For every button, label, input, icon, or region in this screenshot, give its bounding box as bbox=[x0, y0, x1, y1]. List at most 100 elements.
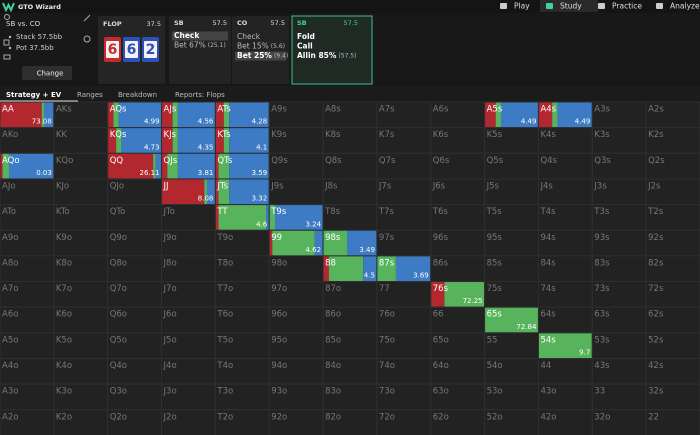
hand-cell[interactable] bbox=[645, 255, 700, 283]
hand-label[interactable]: K9o bbox=[56, 233, 72, 243]
hand-label[interactable]: 62o bbox=[433, 412, 449, 422]
icon-game[interactable] bbox=[3, 54, 11, 60]
hand-label[interactable]: 42s bbox=[648, 361, 664, 371]
hand-label[interactable]: A6o bbox=[2, 310, 18, 320]
hand-label[interactable]: QJo bbox=[110, 181, 124, 191]
hand-label[interactable]: J9s bbox=[270, 181, 284, 191]
hand-label[interactable]: K8s bbox=[325, 130, 341, 140]
hand-label[interactable]: 77 bbox=[379, 284, 390, 294]
hand-cell[interactable] bbox=[107, 178, 163, 206]
hand-label[interactable]: K5o bbox=[56, 335, 72, 345]
hand-label[interactable]: KQo bbox=[56, 156, 73, 166]
hand-label[interactable]: 92o bbox=[271, 412, 287, 422]
hand-label[interactable]: 83s bbox=[594, 258, 610, 268]
hand-label[interactable]: 97o bbox=[271, 284, 287, 294]
hand-label[interactable]: K7o bbox=[56, 284, 72, 294]
hand-cell[interactable] bbox=[645, 101, 700, 129]
hand-label[interactable]: 82s bbox=[648, 258, 664, 268]
hand-label[interactable]: T9o bbox=[216, 233, 233, 243]
hand-label[interactable]: T5s bbox=[486, 207, 503, 217]
action-size[interactable]: (9.4) bbox=[274, 53, 288, 60]
hand-label[interactable]: KTo bbox=[56, 207, 70, 217]
hand-label[interactable]: QTs bbox=[217, 156, 232, 166]
hand-cell[interactable] bbox=[0, 332, 55, 360]
hand-cell[interactable] bbox=[430, 409, 486, 435]
hand-label[interactable]: KK bbox=[56, 130, 68, 140]
nav-tab[interactable]: Analyze bbox=[670, 2, 700, 11]
hand-cell[interactable] bbox=[484, 255, 539, 283]
hand-label[interactable]: JTo bbox=[163, 207, 175, 217]
hand-label[interactable]: T7s bbox=[378, 207, 395, 217]
hand-label[interactable]: ATs bbox=[217, 105, 231, 115]
hand-label[interactable]: K8o bbox=[56, 258, 72, 268]
hand-label[interactable]: K3s bbox=[594, 130, 610, 140]
view-tab[interactable]: Strategy + EV bbox=[6, 91, 62, 99]
hand-cell[interactable] bbox=[0, 127, 55, 154]
hand-cell[interactable] bbox=[322, 383, 378, 411]
hand-cell[interactable] bbox=[484, 332, 539, 360]
hand-label[interactable]: T2s bbox=[647, 207, 664, 217]
hand-cell[interactable] bbox=[484, 383, 539, 411]
hand-cell[interactable] bbox=[214, 409, 270, 435]
hand-label[interactable]: 53s bbox=[594, 335, 610, 345]
hand-label[interactable]: A9s bbox=[271, 105, 287, 115]
hand-label[interactable]: A5o bbox=[2, 335, 18, 345]
hand-label[interactable]: 82o bbox=[325, 412, 341, 422]
hand-label[interactable]: A4s bbox=[540, 105, 556, 115]
hand-label[interactable]: 62s bbox=[648, 310, 664, 320]
action-label[interactable]: Bet 67% bbox=[174, 41, 206, 50]
hand-label[interactable]: J8s bbox=[324, 181, 338, 191]
hand-cell[interactable] bbox=[214, 358, 270, 385]
hand-label[interactable]: A3s bbox=[594, 105, 610, 115]
hand-label[interactable]: K5s bbox=[487, 130, 503, 140]
hand-label[interactable]: 97s bbox=[379, 233, 395, 243]
hand-cell[interactable] bbox=[376, 332, 432, 360]
hand-cell[interactable] bbox=[107, 204, 163, 231]
hand-cell[interactable] bbox=[376, 127, 432, 154]
hand-cell[interactable] bbox=[537, 383, 593, 411]
action-size[interactable]: (5.6) bbox=[271, 43, 285, 50]
hand-cell[interactable] bbox=[591, 152, 647, 180]
hand-label[interactable]: A2s bbox=[648, 105, 664, 115]
hand-label[interactable]: 96o bbox=[271, 310, 287, 320]
hand-label[interactable]: A6s bbox=[433, 105, 449, 115]
hand-label[interactable]: T2o bbox=[216, 412, 233, 422]
hand-label[interactable]: KTs bbox=[217, 130, 231, 140]
hand-label[interactable]: AJo bbox=[2, 181, 16, 191]
nav-tab[interactable]: Practice bbox=[612, 2, 642, 11]
hand-cell[interactable] bbox=[53, 383, 109, 411]
hand-label[interactable]: 65s bbox=[487, 310, 503, 320]
nav-icon[interactable] bbox=[656, 3, 663, 9]
hand-label[interactable]: Q7o bbox=[110, 284, 127, 294]
hand-label[interactable]: Q7s bbox=[379, 156, 396, 166]
hand-cell[interactable] bbox=[161, 204, 216, 231]
node-box[interactable] bbox=[169, 16, 231, 84]
hand-label[interactable]: 43o bbox=[540, 387, 556, 397]
action-size[interactable]: (25.1) bbox=[208, 42, 226, 49]
hand-cell[interactable] bbox=[268, 383, 324, 411]
hand-label[interactable]: J6o bbox=[163, 310, 177, 320]
hand-cell[interactable] bbox=[537, 127, 593, 154]
hand-label[interactable]: Q5o bbox=[110, 335, 127, 345]
hand-label[interactable]: T6o bbox=[216, 310, 233, 320]
hand-label[interactable]: 43s bbox=[594, 361, 610, 371]
hand-label[interactable]: QQ bbox=[110, 156, 124, 166]
hand-label[interactable]: Q9s bbox=[271, 156, 288, 166]
icon-save[interactable] bbox=[3, 39, 10, 46]
hand-label[interactable]: JTs bbox=[216, 181, 228, 191]
hand-label[interactable]: K9s bbox=[271, 130, 287, 140]
hand-label[interactable]: Q8s bbox=[325, 156, 342, 166]
hand-label[interactable]: T8s bbox=[324, 207, 341, 217]
hand-label[interactable]: 76s bbox=[433, 284, 449, 294]
hand-cell[interactable] bbox=[537, 152, 593, 180]
hand-label[interactable]: 32o bbox=[594, 412, 610, 422]
hand-cell[interactable] bbox=[0, 383, 55, 411]
hand-label[interactable]: J4o bbox=[163, 361, 177, 371]
hand-label[interactable]: Q8o bbox=[110, 258, 127, 268]
hand-label[interactable]: Q9o bbox=[110, 233, 127, 243]
hand-label[interactable]: K3o bbox=[56, 387, 72, 397]
hand-cell[interactable] bbox=[645, 281, 700, 308]
hand-cell[interactable] bbox=[645, 152, 700, 180]
hand-cell[interactable] bbox=[376, 229, 432, 257]
hand-label[interactable]: 74s bbox=[540, 284, 556, 294]
